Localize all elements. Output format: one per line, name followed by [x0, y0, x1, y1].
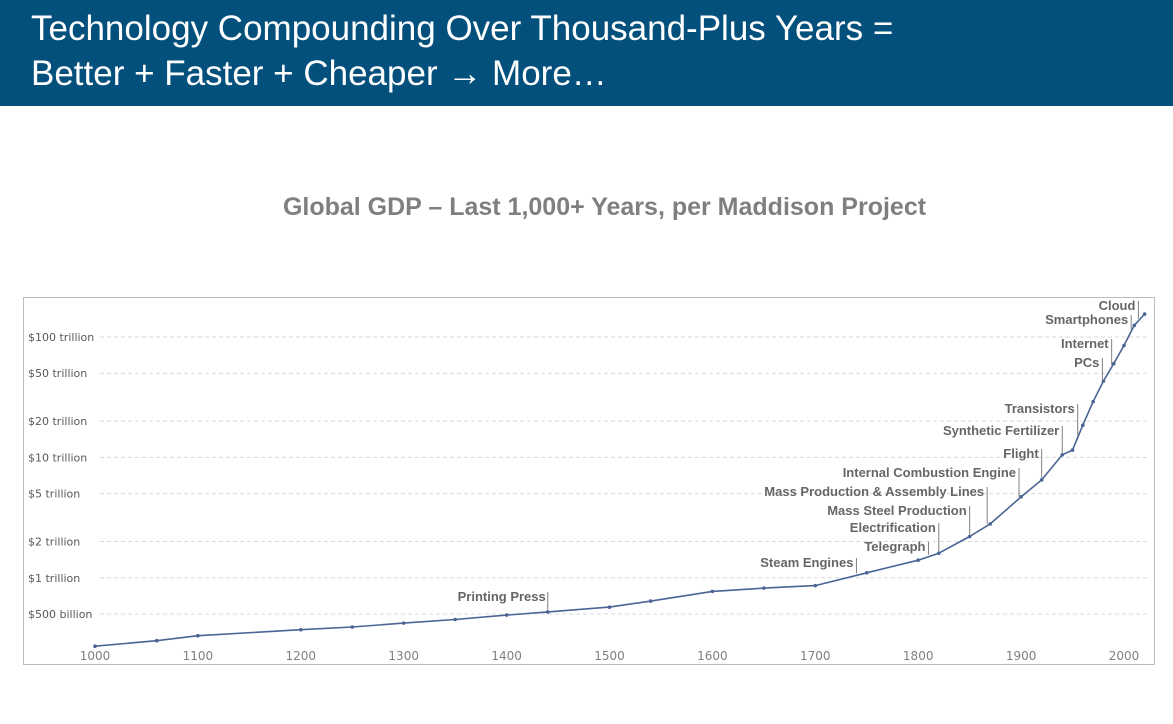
annotation-label: Smartphones: [1045, 312, 1128, 327]
gdp-data-point: [1081, 423, 1085, 428]
x-tick-label: 1700: [800, 649, 831, 663]
y-tick-label: $100 trillion: [28, 331, 94, 344]
annotation-label: Flight: [1003, 446, 1039, 461]
x-tick-label: 1000: [80, 649, 111, 663]
annotation-label: Synthetic Fertilizer: [943, 423, 1059, 438]
x-tick-label: 1200: [286, 649, 317, 663]
annotation-label: Telegraph: [864, 539, 925, 554]
x-tick-label: 1100: [183, 649, 214, 663]
chart-frame: [23, 297, 1155, 665]
gdp-data-point: [1132, 323, 1137, 328]
y-tick-label: $5 trillion: [28, 488, 80, 501]
gdp-data-point: [710, 589, 715, 594]
gdp-data-point: [154, 638, 159, 643]
y-tick-label: $500 billion: [28, 608, 92, 621]
y-tick-label: $10 trillion: [28, 451, 87, 464]
annotation-label: Mass Steel Production: [827, 503, 966, 518]
gdp-data-point: [401, 621, 406, 625]
annotation-label: Cloud: [1099, 298, 1136, 313]
gdp-data-point: [196, 633, 200, 638]
x-tick-label: 2000: [1109, 649, 1140, 663]
annotation-label: Internal Combustion Engine: [843, 465, 1016, 480]
gdp-data-point: [1060, 453, 1065, 457]
header-banner: Technology Compounding Over Thousand-Plu…: [0, 0, 1173, 106]
gdp-data-point: [453, 617, 457, 622]
y-tick-label: $1 trillion: [28, 572, 80, 585]
gdp-data-point: [1091, 399, 1095, 404]
x-tick-label: 1400: [491, 649, 522, 663]
gdp-series-line: [94, 313, 1146, 647]
gdp-data-point: [988, 522, 993, 526]
gdp-data-point: [1070, 448, 1075, 452]
header-title-line-2: Better + Faster + Cheaper → More…: [31, 54, 607, 93]
annotation-label: Internet: [1061, 336, 1109, 351]
gdp-data-point: [916, 558, 920, 562]
gdp-data-point: [762, 586, 766, 590]
gdp-data-point: [350, 625, 355, 629]
gdp-data-point: [1019, 495, 1023, 499]
gdp-data-point: [1122, 343, 1126, 348]
gdp-data-point: [936, 551, 941, 555]
x-tick-label: 1900: [1006, 649, 1037, 663]
annotation-label: Electrification: [850, 520, 936, 535]
y-tick-label: $2 trillion: [28, 536, 80, 549]
gdp-data-point: [504, 613, 509, 617]
annotation-label: Printing Press: [458, 589, 546, 604]
chart-title: Global GDP – Last 1,000+ Years, per Madd…: [282, 193, 927, 221]
y-tick-label: $50 trillion: [28, 367, 87, 380]
annotation-label: Steam Engines: [760, 555, 853, 570]
gdp-data-point: [1142, 312, 1147, 316]
y-tick-label: $20 trillion: [28, 415, 87, 428]
x-tick-label: 1500: [594, 649, 625, 663]
gdp-data-point: [545, 610, 550, 614]
gdp-data-point: [648, 599, 653, 603]
gdp-data-point: [607, 605, 612, 609]
gdp-data-point: [1039, 478, 1044, 482]
x-tick-label: 1300: [388, 649, 419, 663]
gdp-data-point: [813, 583, 818, 588]
annotation-label: PCs: [1074, 355, 1099, 370]
gdp-data-point: [1111, 361, 1116, 366]
gdp-data-point: [93, 644, 97, 649]
gdp-data-point: [967, 534, 972, 539]
annotation-label: Mass Production & Assembly Lines: [764, 484, 984, 499]
gdp-data-point: [864, 570, 869, 575]
x-tick-label: 1800: [903, 649, 934, 663]
x-tick-label: 1600: [697, 649, 728, 663]
header-title-line-1: Technology Compounding Over Thousand-Plu…: [31, 9, 894, 48]
annotation-label: Transistors: [1005, 401, 1075, 416]
gdp-data-point: [299, 627, 303, 632]
